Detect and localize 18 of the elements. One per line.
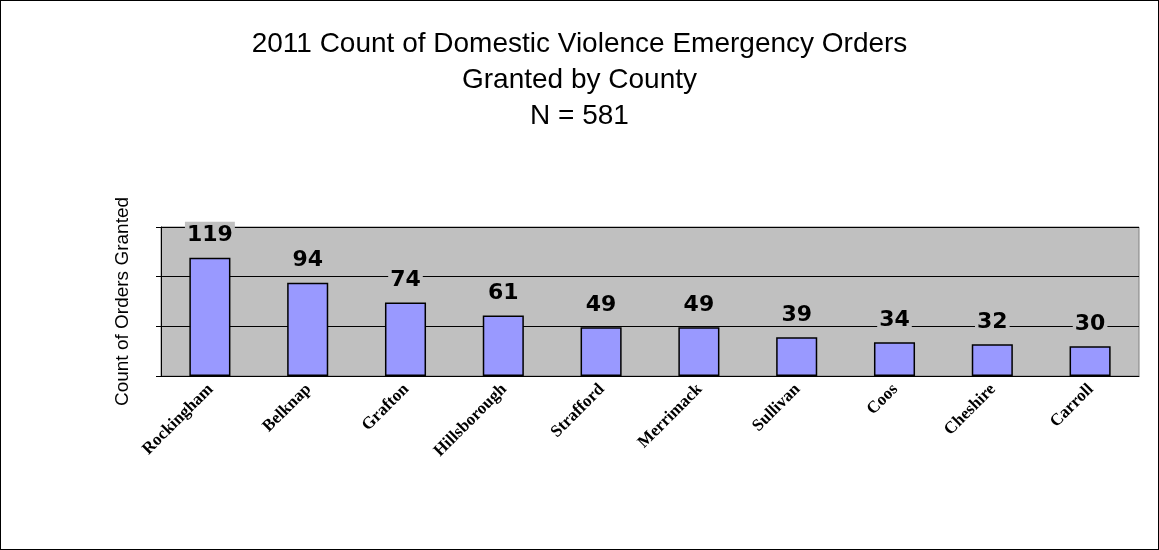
data-label: 94 — [292, 246, 324, 272]
bar — [873, 342, 916, 376]
chart-subtitle: N = 581 — [530, 98, 629, 130]
bar — [1069, 346, 1111, 376]
data-label: 34 — [879, 305, 910, 331]
bar — [971, 344, 1013, 376]
data-label: 49 — [683, 290, 715, 316]
y-axis-title: Count of Orders Granted — [111, 196, 132, 407]
data-label: 32 — [976, 307, 1008, 333]
data-label: 30 — [1074, 309, 1106, 335]
data-label: 119 — [186, 221, 233, 247]
data-label: 49 — [585, 290, 617, 316]
chart-title: 2011 Count of Domestic Violence Emergency Orders Granted by County — [251, 26, 908, 94]
data-label: 39 — [781, 300, 813, 326]
x-tick-label: Coos — [862, 379, 902, 419]
data-label: 74 — [390, 265, 421, 291]
bar — [776, 337, 818, 376]
data-label: 61 — [487, 278, 519, 304]
